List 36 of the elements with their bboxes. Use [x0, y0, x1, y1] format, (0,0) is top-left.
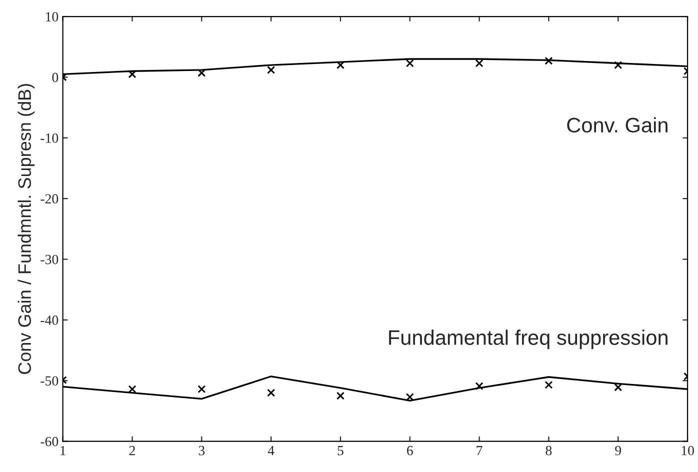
x-tick-label: 7 [476, 446, 482, 456]
y-tick-label: -30 [40, 254, 58, 264]
x-tick-label: 1 [60, 446, 66, 456]
point [128, 70, 136, 78]
x-tick-label: 3 [198, 446, 205, 456]
point [267, 66, 276, 74]
point [336, 392, 344, 400]
point [336, 61, 344, 70]
point [614, 383, 622, 392]
annotation: Fundamental freq suppression [389, 330, 668, 350]
x-tick-label: 4 [268, 446, 274, 456]
y-tick-label: -40 [40, 316, 58, 325]
point [614, 61, 622, 70]
y-tick-label: -10 [40, 133, 58, 143]
y-tick-label: -60 [40, 436, 58, 446]
point [544, 380, 553, 389]
x-tick-label: 5 [338, 446, 344, 456]
point [544, 56, 553, 65]
x-tick-label: 10 [682, 446, 694, 456]
x-tick-label: 6 [407, 446, 413, 456]
point [198, 68, 206, 77]
y-axis-title: Conv Gain / Fundmntl. Supresn (dB) [18, 84, 35, 374]
x-tick-label: 2 [129, 446, 135, 456]
point [267, 388, 276, 397]
y-tick-label: 10 [46, 12, 58, 22]
point [198, 385, 206, 394]
point [128, 385, 136, 394]
annotation: Conv. Gain [567, 117, 668, 133]
point [406, 59, 414, 68]
y-tick-label: -50 [40, 376, 58, 386]
y-tick-label: -20 [40, 194, 58, 204]
x-tick-label: 9 [615, 446, 622, 456]
y-tick-label: 0 [52, 72, 58, 82]
point [475, 59, 484, 68]
x-tick-label: 8 [546, 446, 552, 456]
point [475, 382, 484, 390]
